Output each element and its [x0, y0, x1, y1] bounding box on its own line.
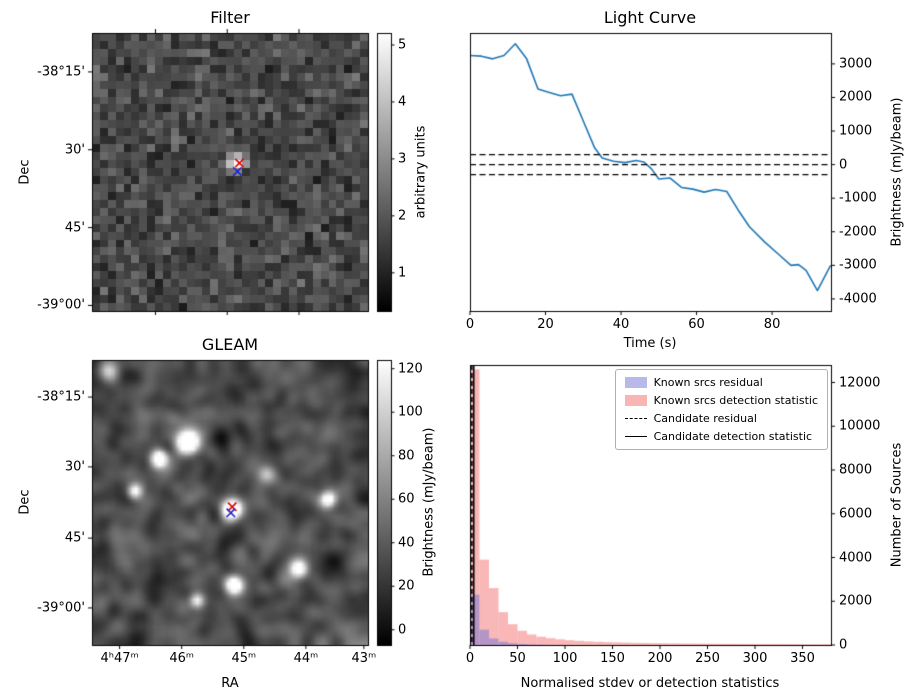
histogram-xtick-label: 100: [552, 651, 578, 666]
light-curve-ytick-label: 1000: [839, 123, 873, 139]
legend-solid-line-icon: [624, 436, 647, 437]
gleam-xtick-label: 46ᵐ: [169, 651, 195, 666]
light-curve-ytick-label: 0: [839, 157, 848, 173]
histogram-ytick-label: 8000: [839, 462, 873, 478]
gleam-colorbar-tick-label: 0: [398, 622, 407, 638]
gleam-title: GLEAM: [201, 335, 259, 354]
filter-ytick-label: 30': [64, 142, 85, 158]
filter-colorbar-tick-label: 5: [398, 37, 407, 53]
gleam-colorbar-tick-label: 60: [398, 491, 415, 507]
histogram-ytick-label: 10000: [839, 418, 881, 434]
histogram-ytick-label: 4000: [839, 550, 873, 565]
filter-ytick-label: -38°15': [37, 64, 85, 80]
filter-colorbar-label: arbitrary units: [413, 125, 429, 219]
gleam-xlabel: RA: [221, 676, 239, 691]
filter-colorbar-tick-label: 1: [398, 265, 407, 281]
gleam-colorbar-tick-label: 20: [398, 578, 415, 594]
legend-dashed-line-icon: [624, 418, 647, 419]
histogram-legend: Known srcs residual Known srcs detection…: [614, 369, 828, 450]
gleam-ytick-label: 30': [64, 459, 85, 475]
gleam-colorbar-tick-label: 100: [398, 404, 423, 420]
histogram-ytick-label: 6000: [839, 506, 873, 522]
filter-colorbar-tick-label: 4: [398, 94, 407, 110]
histogram-xtick-label: 350: [790, 651, 815, 666]
filter-title: Filter: [210, 8, 250, 27]
legend-swatch-known-srcs-detection: [624, 395, 647, 406]
legend-item-candidate-detection: Candidate detection statistic: [624, 430, 818, 443]
legend-item-known-srcs-detection: Known srcs detection statistic: [624, 394, 818, 407]
histogram-ytick-label: 12000: [839, 375, 881, 390]
filter-colorbar-tick-label: 3: [398, 151, 407, 167]
light-curve-ylabel: Brightness (mJy/beam): [889, 97, 905, 247]
histogram-ylabel: Number of Sources: [889, 442, 905, 568]
gleam-colorbar-label: Brightness (mJy/beam): [421, 427, 437, 577]
light-curve-xlabel: Time (s): [623, 336, 677, 351]
legend-swatch-known-srcs-residual: [624, 377, 647, 388]
light-curve-ytick-label: 2000: [839, 89, 873, 105]
legend-label-known-srcs-detection: Known srcs detection statistic: [653, 394, 818, 407]
light-curve-ytick-label: -4000: [839, 291, 877, 307]
histogram-xtick-label: 150: [600, 651, 625, 666]
gleam-xtick-label: 45ᵐ: [231, 651, 257, 666]
gleam-xtick-label: 44ᵐ: [293, 651, 319, 666]
gleam-ylabel: Dec: [17, 489, 33, 515]
light-curve-xtick-label: 0: [465, 317, 475, 332]
filter-colorbar-tick-label: 2: [398, 208, 407, 224]
light-curve-xtick-label: 80: [763, 317, 781, 332]
histogram-ytick-label: 2000: [839, 593, 873, 609]
light-curve-xtick-label: 40: [612, 317, 630, 332]
light-curve-ytick-label: 3000: [839, 56, 873, 72]
light-curve-ytick-label: -2000: [839, 224, 877, 240]
histogram-ytick-label: 0: [839, 637, 848, 653]
gleam-ytick-label: -38°15': [37, 389, 85, 405]
gleam-ytick-label: 45': [64, 530, 85, 546]
light-curve-ytick-label: -1000: [839, 190, 877, 206]
light-curve-title: Light Curve: [603, 8, 697, 27]
gleam-colorbar-tick-label: 40: [398, 535, 415, 551]
legend-item-known-srcs-residual: Known srcs residual: [624, 376, 818, 389]
gleam-ytick-label: -39°00': [37, 600, 85, 616]
gleam-colorbar-tick-label: 120: [398, 361, 423, 377]
histogram-xtick-label: 50: [509, 651, 526, 666]
gleam-colorbar-tick-label: 80: [398, 448, 415, 464]
filter-ytick-label: -39°00': [37, 297, 85, 313]
legend-label-candidate-detection: Candidate detection statistic: [653, 430, 813, 443]
histogram-xlabel: Normalised stdev or detection statistics: [520, 676, 780, 691]
light-curve-xtick-label: 20: [537, 317, 554, 332]
gleam-xtick-label: 43ᵐ: [351, 651, 377, 666]
histogram-xtick-label: 200: [647, 651, 673, 666]
gleam-xtick-label: 4ʰ47ᵐ: [100, 651, 139, 666]
light-curve-ytick-label: -3000: [839, 257, 877, 273]
filter-ytick-label: 45': [64, 220, 85, 236]
histogram-xtick-label: 0: [465, 651, 475, 666]
filter-ylabel: Dec: [17, 159, 33, 185]
legend-label-known-srcs-residual: Known srcs residual: [653, 376, 763, 389]
histogram-xtick-label: 300: [742, 651, 768, 666]
light-curve-xtick-label: 60: [688, 317, 705, 332]
legend-label-candidate-residual: Candidate residual: [653, 412, 757, 425]
histogram-xtick-label: 250: [695, 651, 720, 666]
legend-item-candidate-residual: Candidate residual: [624, 412, 818, 425]
